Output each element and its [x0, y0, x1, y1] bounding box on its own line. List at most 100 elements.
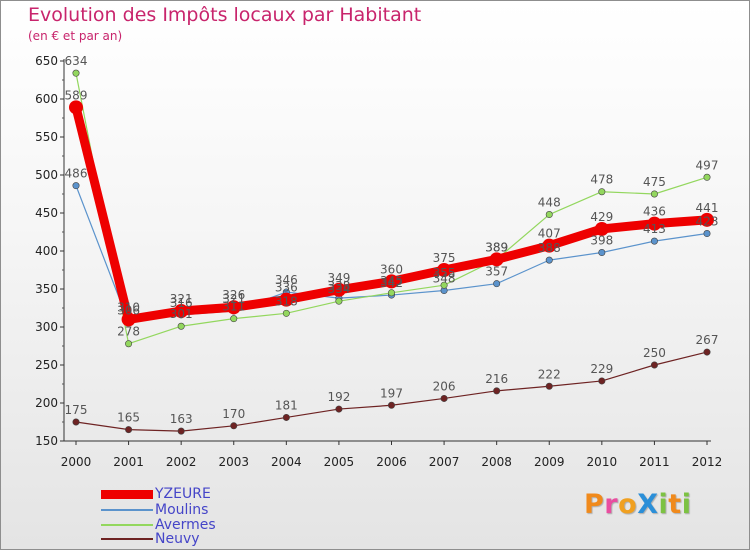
data-point-neuvy [282, 413, 290, 421]
x-tick-label: 2004 [271, 455, 302, 469]
data-label-yzeure: 436 [643, 205, 666, 219]
data-label-yzeure: 407 [538, 227, 561, 241]
data-label-neuvy: 175 [65, 403, 88, 417]
data-point-moulins [72, 182, 80, 190]
data-label-avermes: 389 [485, 240, 508, 254]
data-point-neuvy [598, 377, 606, 385]
data-label-moulins: 316 [170, 296, 193, 310]
data-point-neuvy [177, 427, 185, 435]
y-tick-label: 450 [35, 206, 58, 220]
data-point-neuvy [440, 394, 448, 402]
legend-item-neuvy: Neuvy [101, 531, 200, 547]
data-label-neuvy: 229 [590, 362, 613, 376]
legend-item-yzeure: YZEURE [101, 486, 211, 502]
data-point-avermes [72, 69, 80, 77]
y-tick-label: 300 [35, 320, 58, 334]
data-label-moulins: 423 [696, 215, 719, 229]
logo-letter: P [584, 489, 605, 520]
data-point-avermes [125, 340, 133, 348]
data-label-avermes: 318 [275, 294, 298, 308]
data-point-neuvy [125, 426, 133, 434]
x-tick-label: 2002 [166, 455, 197, 469]
data-label-moulins: 348 [433, 272, 456, 286]
data-point-avermes [440, 281, 448, 289]
x-tick-label: 2011 [639, 455, 670, 469]
data-label-moulins: 486 [65, 167, 88, 181]
data-point-moulins [545, 256, 553, 264]
y-tick-label: 400 [35, 244, 58, 258]
data-point-neuvy [703, 348, 711, 356]
data-point-yzeure [69, 100, 83, 115]
y-tick-label: 200 [35, 396, 58, 410]
data-point-yzeure [647, 216, 662, 231]
data-label-avermes: 345 [380, 274, 403, 288]
data-label-avermes: 311 [222, 300, 245, 314]
x-tick-label: 2009 [534, 455, 565, 469]
logo-letter: i [681, 489, 692, 520]
data-label-yzeure: 441 [696, 201, 719, 215]
data-label-moulins: 413 [643, 222, 666, 236]
y-tick-label: 150 [35, 434, 58, 448]
legend-label-neuvy: Neuvy [155, 531, 200, 547]
y-tick-label: 600 [35, 92, 58, 106]
data-label-yzeure: 375 [433, 251, 456, 265]
data-point-neuvy [545, 382, 553, 390]
data-label-avermes: 301 [170, 307, 193, 321]
data-point-yzeure [174, 304, 189, 319]
legend-label-moulins: Moulins [155, 502, 209, 518]
x-tick-label: 2005 [324, 455, 355, 469]
legend-item-moulins: Moulins [101, 502, 208, 518]
data-label-yzeure: 326 [222, 288, 245, 302]
chart-title: Evolution des Impôts locaux par Habitant [28, 4, 422, 26]
data-label-avermes: 478 [590, 173, 613, 187]
data-point-avermes [387, 289, 395, 297]
y-tick-label: 250 [35, 358, 58, 372]
proxiti-logo: ProXiti [584, 489, 691, 520]
logo-letter: o [618, 489, 638, 520]
data-point-yzeure [384, 274, 399, 289]
data-point-neuvy [230, 422, 238, 430]
data-point-yzeure [489, 252, 504, 267]
data-point-yzeure [542, 238, 557, 253]
data-label-neuvy: 216 [485, 372, 508, 386]
data-label-avermes: 278 [117, 325, 140, 339]
legend-swatch-avermes [101, 524, 153, 526]
chart-subtitle: (en € et par an) [28, 29, 123, 43]
data-label-neuvy: 163 [170, 412, 193, 426]
data-point-yzeure [594, 221, 609, 236]
data-label-neuvy: 206 [433, 379, 456, 393]
data-point-neuvy [650, 361, 658, 369]
data-point-avermes [335, 297, 343, 305]
data-label-yzeure: 589 [65, 88, 88, 102]
data-point-avermes [177, 322, 185, 330]
data-label-moulins: 342 [380, 276, 403, 290]
data-point-yzeure [279, 292, 294, 307]
data-point-moulins [703, 230, 711, 238]
logo-letter: i [658, 489, 669, 520]
data-point-yzeure [437, 263, 452, 277]
data-label-moulins: 321 [222, 292, 245, 306]
data-point-yzeure [700, 212, 714, 227]
legend-swatch-neuvy [101, 538, 153, 540]
data-label-moulins: 346 [275, 273, 298, 287]
x-tick-label: 2001 [113, 455, 144, 469]
data-label-moulins: 398 [590, 234, 613, 248]
data-point-neuvy [493, 387, 501, 395]
data-point-yzeure [226, 300, 241, 315]
data-point-avermes [650, 190, 658, 198]
data-point-moulins [650, 237, 658, 245]
data-label-avermes: 475 [643, 175, 666, 189]
data-point-avermes [545, 211, 553, 219]
data-point-avermes [703, 173, 711, 181]
data-label-moulins: 388 [538, 241, 561, 255]
data-point-moulins [598, 249, 606, 257]
x-tick-label: 2007 [429, 455, 460, 469]
x-tick-label: 2010 [587, 455, 618, 469]
x-tick-label: 2006 [376, 455, 407, 469]
data-label-neuvy: 197 [380, 386, 403, 400]
logo-letter: X [637, 489, 659, 520]
data-point-yzeure [331, 282, 346, 297]
legend-swatch-moulins [101, 509, 153, 511]
legend-item-avermes: Avermes [101, 517, 216, 533]
